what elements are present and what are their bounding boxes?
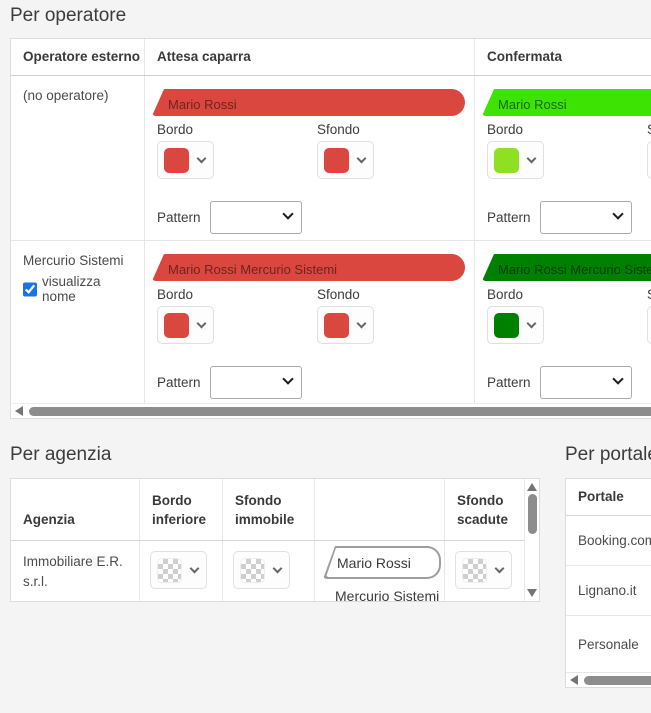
operator-row: (no operatore) Mario Rossi Bordo Sfondo	[11, 76, 651, 241]
visualizza-nome-field: visualizza nome	[23, 274, 132, 304]
bordo-label: Bordo	[487, 122, 524, 137]
pattern-select[interactable]	[209, 201, 302, 234]
agency-preview-cell: Mario Rossi Mercurio Sistemi	[314, 541, 444, 601]
bordo-label: Bordo	[487, 287, 524, 302]
column-header-sfondo-immobile: Sfondo immobile	[222, 479, 314, 540]
scrollbar-thumb[interactable]	[584, 675, 651, 685]
vertical-scrollbar[interactable]	[524, 479, 539, 601]
sfondo-scadute-color-dropdown[interactable]	[455, 551, 512, 589]
sfondo-immobile-color-dropdown[interactable]	[233, 551, 290, 589]
bordo-label: Bordo	[157, 287, 194, 302]
sfondo-label: Sfondo	[647, 122, 651, 137]
chevron-down-icon	[272, 563, 283, 574]
background-color-dropdown[interactable]	[317, 306, 374, 344]
pattern-label: Pattern	[157, 210, 201, 225]
portal-row: Lignano.it	[566, 566, 651, 616]
color-swatch	[164, 147, 189, 173]
scroll-up-arrow-icon[interactable]	[527, 483, 537, 491]
column-header-attesa-caparra: Attesa caparra	[144, 39, 474, 75]
transparent-color-swatch	[157, 557, 182, 583]
reservation-pill-preview: Mario Rossi	[482, 89, 651, 116]
color-swatch	[494, 312, 519, 338]
scroll-down-arrow-icon[interactable]	[527, 589, 537, 597]
column-header-agenzia: Agenzia	[23, 512, 75, 528]
color-swatch	[324, 312, 349, 338]
per-operatore-title: Per operatore	[10, 5, 127, 26]
bordo-inferiore-color-dropdown[interactable]	[150, 551, 207, 589]
chevron-down-icon	[356, 153, 367, 164]
per-agenzia-title: Per agenzia	[10, 444, 112, 465]
confermata-config-cell: Mario Rossi Bordo Sfondo	[474, 76, 651, 240]
operators-table: Operatore esterno Attesa caparra Conferm…	[10, 38, 651, 419]
confermata-config-cell: Mario Rossi Mercurio Sistemi Bordo Sfond…	[474, 241, 651, 403]
pattern-label: Pattern	[157, 375, 201, 390]
portal-row: Booking.com	[566, 516, 651, 566]
transparent-color-swatch	[462, 557, 487, 583]
pattern-select[interactable]	[539, 366, 632, 399]
chevron-down-icon	[526, 318, 537, 329]
chevron-down-icon	[196, 318, 207, 329]
sfondo-label: Sfondo	[317, 287, 360, 302]
reservation-pill-secondary-label: Mercurio Sistemi	[335, 588, 440, 601]
column-header-sfondo-scadute: Sfondo scadute	[444, 479, 524, 540]
reservation-pill-preview: Mario Rossi Mercurio Sistemi	[482, 254, 651, 281]
bordo-label: Bordo	[157, 122, 194, 137]
border-color-dropdown[interactable]	[157, 141, 214, 179]
column-header-preview	[314, 479, 444, 540]
color-swatch	[494, 147, 519, 173]
border-color-dropdown[interactable]	[487, 306, 544, 344]
agency-row: Immobiliare E.R. s.r.l. Mario Rossi	[11, 541, 524, 601]
chevron-down-icon	[494, 563, 505, 574]
pattern-label: Pattern	[487, 210, 531, 225]
reservation-pill-preview: Mario Rossi Mercurio Sistemi	[152, 254, 465, 281]
pattern-select[interactable]	[209, 366, 302, 399]
border-color-dropdown[interactable]	[157, 306, 214, 344]
pattern-select[interactable]	[539, 201, 632, 234]
background-color-dropdown[interactable]	[317, 141, 374, 179]
transparent-color-swatch	[240, 557, 265, 583]
background-color-dropdown[interactable]	[647, 306, 651, 344]
pattern-label: Pattern	[487, 375, 531, 390]
operator-name-cell: Mercurio Sistemi visualizza nome	[11, 241, 144, 403]
reservation-pill-preview: Mario Rossi	[152, 89, 465, 116]
per-portale-title: Per portale	[565, 444, 651, 465]
agencies-table: Agenzia Bordo inferiore Sfondo immobile …	[10, 478, 540, 602]
agencies-table-header: Agenzia Bordo inferiore Sfondo immobile …	[11, 479, 524, 541]
color-swatch	[164, 312, 189, 338]
attesa-caparra-config-cell: Mario Rossi Mercurio Sistemi Bordo Sfond…	[144, 241, 474, 403]
portal-row: Personale	[578, 636, 639, 652]
scrollbar-thumb[interactable]	[527, 494, 537, 534]
horizontal-scrollbar[interactable]	[11, 403, 651, 418]
reservation-pill-label: Mario Rossi	[326, 548, 439, 577]
column-header-operatore-esterno: Operatore esterno	[23, 49, 141, 64]
operators-table-header: Operatore esterno Attesa caparra Conferm…	[11, 39, 651, 76]
column-header-portale: Portale	[566, 479, 651, 516]
attesa-caparra-config-cell: Mario Rossi Bordo Sfondo	[144, 76, 474, 240]
chevron-down-icon	[189, 563, 200, 574]
operator-row: Mercurio Sistemi visualizza nome Mario R…	[11, 241, 651, 403]
chevron-down-icon	[196, 153, 207, 164]
horizontal-scrollbar[interactable]	[566, 672, 651, 687]
scroll-left-arrow-icon[interactable]	[15, 406, 23, 416]
border-color-dropdown[interactable]	[487, 141, 544, 179]
reservation-pill-preview: Mario Rossi	[323, 546, 441, 579]
agency-name-cell: Immobiliare E.R. s.r.l.	[23, 554, 123, 590]
operator-name: Mercurio Sistemi	[23, 253, 124, 268]
column-header-bordo-inferiore: Bordo inferiore	[139, 479, 222, 540]
operator-name-cell: (no operatore)	[23, 88, 109, 103]
background-color-dropdown[interactable]	[647, 141, 651, 179]
scrollbar-thumb[interactable]	[29, 406, 651, 416]
portals-table: Portale Booking.com Lignano.it Personale	[565, 478, 651, 688]
visualizza-nome-label: visualizza nome	[42, 274, 101, 304]
chevron-down-icon	[356, 318, 367, 329]
color-swatch	[324, 147, 349, 173]
chevron-down-icon	[526, 153, 537, 164]
scroll-left-arrow-icon[interactable]	[570, 675, 578, 685]
sfondo-label: Sfondo	[317, 122, 360, 137]
column-header-confermata: Confermata	[474, 39, 651, 75]
sfondo-label: Sfondo	[647, 287, 651, 302]
visualizza-nome-checkbox[interactable]	[23, 281, 38, 297]
